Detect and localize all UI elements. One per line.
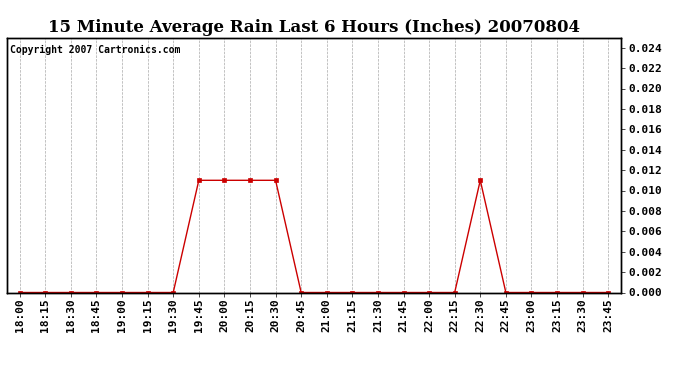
- Title: 15 Minute Average Rain Last 6 Hours (Inches) 20070804: 15 Minute Average Rain Last 6 Hours (Inc…: [48, 19, 580, 36]
- Text: Copyright 2007 Cartronics.com: Copyright 2007 Cartronics.com: [10, 45, 180, 55]
